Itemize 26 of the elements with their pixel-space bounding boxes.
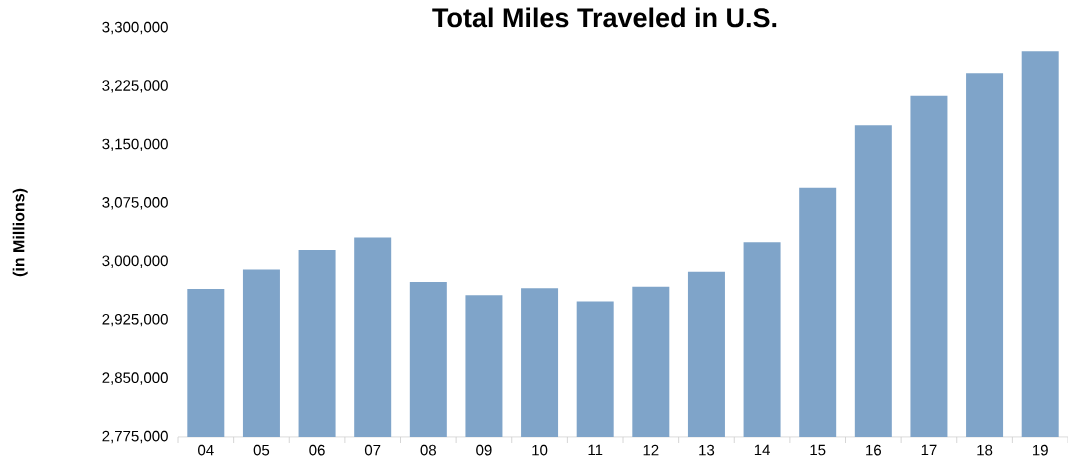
y-tick-label: 2,775,000 — [102, 430, 168, 444]
x-tick-label: 14 — [754, 444, 770, 456]
y-tick-label: 3,300,000 — [102, 21, 168, 35]
x-tick-label: 11 — [588, 444, 603, 456]
y-tick-label: 2,850,000 — [102, 372, 168, 385]
x-tick-label: 16 — [866, 444, 881, 456]
x-tick-label: 04 — [198, 444, 214, 456]
x-tick-label: 07 — [364, 444, 381, 456]
x-tick-label: 09 — [476, 444, 492, 456]
x-tick-label: 13 — [699, 444, 715, 456]
x-tick-label: 19 — [1033, 444, 1048, 456]
x-tick-label: 05 — [253, 444, 270, 456]
x-tick-label: 17 — [921, 444, 937, 456]
x-tick-label: 15 — [810, 444, 826, 456]
x-tick-label: 10 — [532, 444, 548, 456]
x-tick-label: 08 — [420, 444, 436, 456]
y-axis-title: (in Millions) — [12, 188, 28, 277]
y-tick-label: 3,000,000 — [102, 255, 168, 268]
y-tick-label: 3,075,000 — [102, 197, 168, 210]
y-tick-label: 2,925,000 — [102, 313, 168, 327]
y-tick-label: 3,225,000 — [102, 80, 168, 93]
chart-title: Total Miles Traveled in U.S. — [432, 7, 777, 28]
x-tick-label: 18 — [977, 444, 993, 456]
x-tick-label: 12 — [643, 444, 659, 456]
x-tick-label: 06 — [309, 444, 325, 456]
y-tick-label: 3,150,000 — [102, 138, 168, 152]
